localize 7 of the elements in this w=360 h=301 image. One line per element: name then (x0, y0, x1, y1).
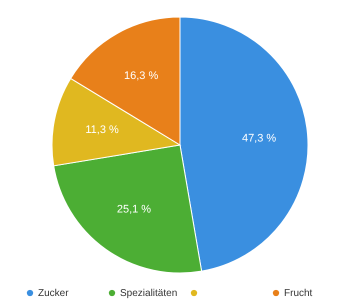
legend-label: Spezialitäten (120, 288, 178, 299)
data-label: 47,3 % (242, 132, 276, 144)
legend-label: Frucht (284, 288, 313, 299)
data-label: 16,3 % (124, 70, 158, 82)
data-label: 25,1 % (116, 204, 152, 216)
legend-label: Zucker (38, 288, 70, 299)
data-label: 11,3 % (85, 124, 120, 136)
